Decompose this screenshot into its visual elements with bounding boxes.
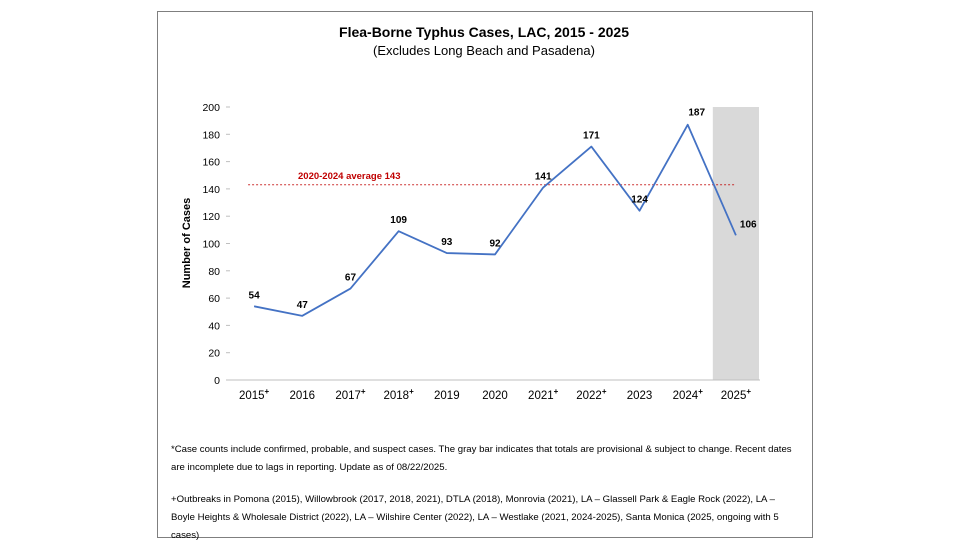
x-tick-label: 2023 bbox=[627, 390, 653, 402]
series-line bbox=[253, 123, 737, 317]
data-label: 93 bbox=[441, 237, 453, 248]
outbreak-note: +Outbreaks in Pomona (2015), Willowbrook… bbox=[171, 494, 779, 541]
y-tick-label: 180 bbox=[202, 129, 220, 141]
data-label: 92 bbox=[489, 238, 501, 249]
provisional-band bbox=[712, 107, 759, 380]
data-label: 106 bbox=[740, 219, 757, 230]
footnote: *Case counts include confirmed, probable… bbox=[171, 444, 792, 473]
x-tick-label: 2015+ bbox=[239, 387, 270, 402]
y-tick-label: 120 bbox=[202, 211, 220, 223]
y-tick-label: 0 bbox=[214, 375, 220, 387]
x-tick-label: 2018+ bbox=[384, 387, 415, 402]
y-tick-label: 100 bbox=[202, 239, 220, 251]
data-label: 141 bbox=[535, 172, 552, 183]
data-label: 47 bbox=[297, 300, 309, 311]
average-reference-label: 2020-2024 average 143 bbox=[298, 171, 400, 182]
y-tick-label: 40 bbox=[208, 320, 220, 332]
x-tick-label: 2022+ bbox=[576, 387, 607, 402]
x-tick-label: 2024+ bbox=[673, 387, 704, 402]
y-axis-label: Number of Cases bbox=[181, 198, 193, 288]
x-tick-label: 2025+ bbox=[721, 387, 752, 402]
y-tick-label: 160 bbox=[202, 157, 220, 169]
series-layer bbox=[253, 123, 737, 317]
y-tick-label: 80 bbox=[208, 266, 220, 278]
data-label: 67 bbox=[345, 273, 357, 284]
chart-frame bbox=[157, 11, 813, 538]
y-tick-label: 140 bbox=[202, 184, 220, 196]
x-tick-label: 2016 bbox=[289, 390, 315, 402]
data-label-layer: 54 47 67 109 93 92 141 171 124 187 106 bbox=[249, 108, 758, 311]
provisional-band-layer bbox=[712, 107, 759, 380]
y-tick-label: 200 bbox=[202, 102, 220, 114]
data-label: 54 bbox=[249, 290, 261, 301]
chart-subtitle: (Excludes Long Beach and Pasadena) bbox=[373, 43, 595, 58]
reference-line-layer: 2020-2024 average 143 bbox=[248, 171, 736, 186]
data-label: 109 bbox=[390, 215, 407, 226]
axes: 0 20 40 60 80 100 120 140 160 180 200 2015+ 2016 2017… bbox=[202, 102, 760, 402]
chart-title: Flea-Borne Typhus Cases, LAC, 2015 - 202… bbox=[339, 24, 629, 40]
y-tick-label: 60 bbox=[208, 293, 220, 305]
x-tick-label: 2020 bbox=[482, 390, 508, 402]
y-tick-label: 20 bbox=[208, 348, 220, 360]
x-tick-label: 2019 bbox=[434, 390, 460, 402]
x-tick-label: 2021+ bbox=[528, 387, 559, 402]
x-tick-label: 2017+ bbox=[335, 387, 366, 402]
data-label: 187 bbox=[688, 108, 705, 119]
data-label: 171 bbox=[583, 131, 600, 142]
data-label: 124 bbox=[631, 195, 648, 206]
